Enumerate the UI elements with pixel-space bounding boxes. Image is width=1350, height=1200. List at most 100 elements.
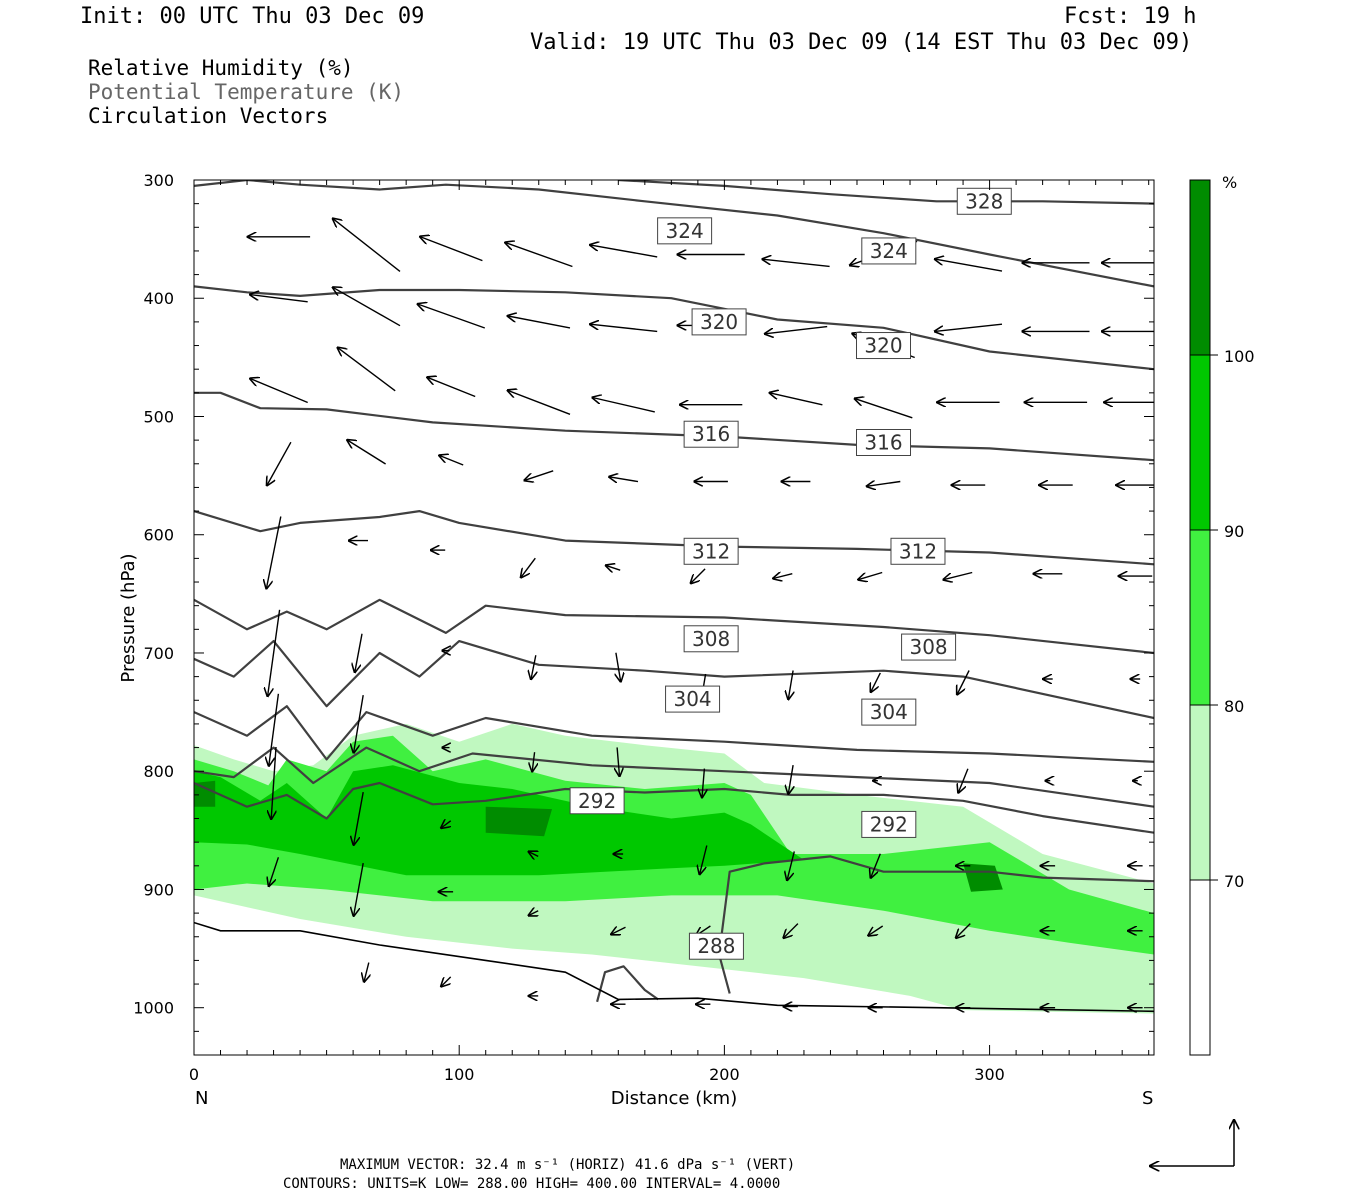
vector-arrow [606, 565, 621, 570]
theta-contour-300 [194, 705, 1154, 763]
axes: 300 400 500 600 700 800 900 1000 0 100 200 300 [133, 171, 1154, 1084]
vector-arrow [441, 821, 452, 828]
vector-arrow [269, 693, 280, 766]
theta-contour-324 [194, 180, 1154, 288]
vector-arrow [338, 348, 396, 392]
vector-arrow [266, 516, 282, 589]
contour-info-note: CONTOURS: UNITS=K LOW= 288.00 HIGH= 400.… [283, 1176, 781, 1192]
valid-time: Valid: 19 UTC Thu 03 Dec 09 (14 EST Thu … [530, 30, 1193, 55]
contour-label: 320 [700, 310, 738, 334]
contour-label: 312 [899, 539, 937, 563]
vector-arrow [784, 923, 799, 938]
contour-label: 288 [697, 934, 735, 958]
vector-arrow [691, 568, 706, 583]
colorbar-label: 100 [1224, 347, 1255, 366]
vector-arrow [867, 482, 901, 487]
vector-arrow [590, 245, 658, 258]
field-vectors-label: Circulation Vectors [88, 104, 329, 128]
theta-contour-312 [194, 510, 1154, 566]
vector-arrow [590, 324, 658, 333]
colorbar-segment [1190, 180, 1210, 355]
x-tick-label: 200 [709, 1065, 740, 1084]
vector-arrow [354, 862, 364, 916]
rh-region-100 [485, 806, 552, 837]
vector-arrow [773, 574, 793, 579]
vector-arrow [858, 571, 883, 580]
vector-arrow [592, 398, 655, 413]
vector-arrow [868, 925, 884, 936]
contour-label-box [861, 810, 917, 838]
vector-arrow [787, 851, 795, 880]
x-tick-label: 100 [444, 1065, 475, 1084]
vector-arrow [935, 323, 1003, 331]
vector-arrow [355, 633, 363, 672]
theta-contour-304 [194, 639, 1154, 720]
surface-line [194, 921, 1154, 1013]
vector-arrow [943, 571, 973, 580]
contour-label-box [691, 308, 747, 336]
contour-label: 292 [870, 812, 908, 836]
colorbar-segment [1190, 530, 1210, 705]
reference-vector-icon [1150, 1120, 1234, 1166]
contour-label-box [569, 787, 625, 815]
vector-arrow [765, 325, 828, 334]
vector-arrow [268, 609, 281, 696]
contour-label-box [657, 217, 713, 245]
contour-label-box [890, 537, 946, 565]
y-tick-label: 600 [143, 526, 174, 545]
contour-label: 292 [578, 789, 616, 813]
y-tick-label: 800 [143, 762, 174, 781]
vector-arrow [531, 655, 536, 679]
field-theta-label: Potential Temperature (K) [88, 80, 405, 104]
vector-arrow [364, 962, 369, 982]
theta-contour-316 [194, 391, 1154, 462]
contour-labels: 328 324 324 320 320 316 316 312 312 308 308 304 304 2… [569, 187, 1012, 960]
contour-label: 308 [909, 635, 947, 659]
contour-label: 316 [692, 422, 730, 446]
vector-arrow [521, 557, 536, 577]
y-tick-label: 700 [143, 644, 174, 663]
theta-contour-288 [596, 965, 659, 1003]
south-label: S [1142, 1088, 1153, 1109]
vector-arrow [529, 911, 539, 916]
vector-arrow [420, 237, 483, 262]
vector-arrow [505, 243, 573, 268]
vector-arrow [250, 295, 308, 303]
vector-arrow [441, 976, 452, 987]
vector-arrow [532, 752, 534, 771]
contour-label: 328 [965, 189, 1003, 213]
colorbar-label: 80 [1224, 697, 1244, 716]
vector-arrow [788, 764, 793, 794]
vector-arrow [871, 853, 881, 878]
plot-frame [193, 179, 1155, 1056]
colorbar-segment [1190, 880, 1210, 1055]
vector-arrow [871, 672, 881, 692]
contour-label-box [901, 633, 957, 661]
y-tick-label: 400 [143, 289, 174, 308]
y-axis-label: Pressure (hPa) [118, 553, 139, 682]
vector-arrow [616, 652, 621, 682]
vector-arrow [956, 923, 971, 938]
vector-arrow [333, 219, 401, 272]
vector-arrow [267, 441, 292, 485]
contour-label-box [665, 685, 721, 713]
contour-label-box [856, 332, 912, 360]
colorbar: 70 80 90 100 [1189, 179, 1255, 1056]
north-label: N [195, 1088, 208, 1109]
contour-label: 316 [864, 431, 902, 455]
vector-arrow [611, 927, 626, 934]
colorbar-segment [1190, 355, 1210, 530]
vector-arrow [354, 694, 364, 753]
vector-arrow [418, 304, 486, 329]
max-vector-note: MAXIMUM VECTOR: 32.4 m s⁻¹ (HORIZ) 41.6 … [340, 1157, 796, 1173]
vector-arrow [609, 477, 639, 482]
vector-arrow [770, 393, 823, 406]
contour-label-box [861, 698, 917, 726]
vector-arrow [354, 791, 364, 845]
contour-label-box [956, 187, 1012, 215]
vector-arrow [700, 845, 708, 875]
x-axis-label: Distance (km) [611, 1088, 737, 1109]
vector-arrow [427, 377, 476, 398]
forecast-hour: Fcst: 19 h [1064, 4, 1197, 29]
